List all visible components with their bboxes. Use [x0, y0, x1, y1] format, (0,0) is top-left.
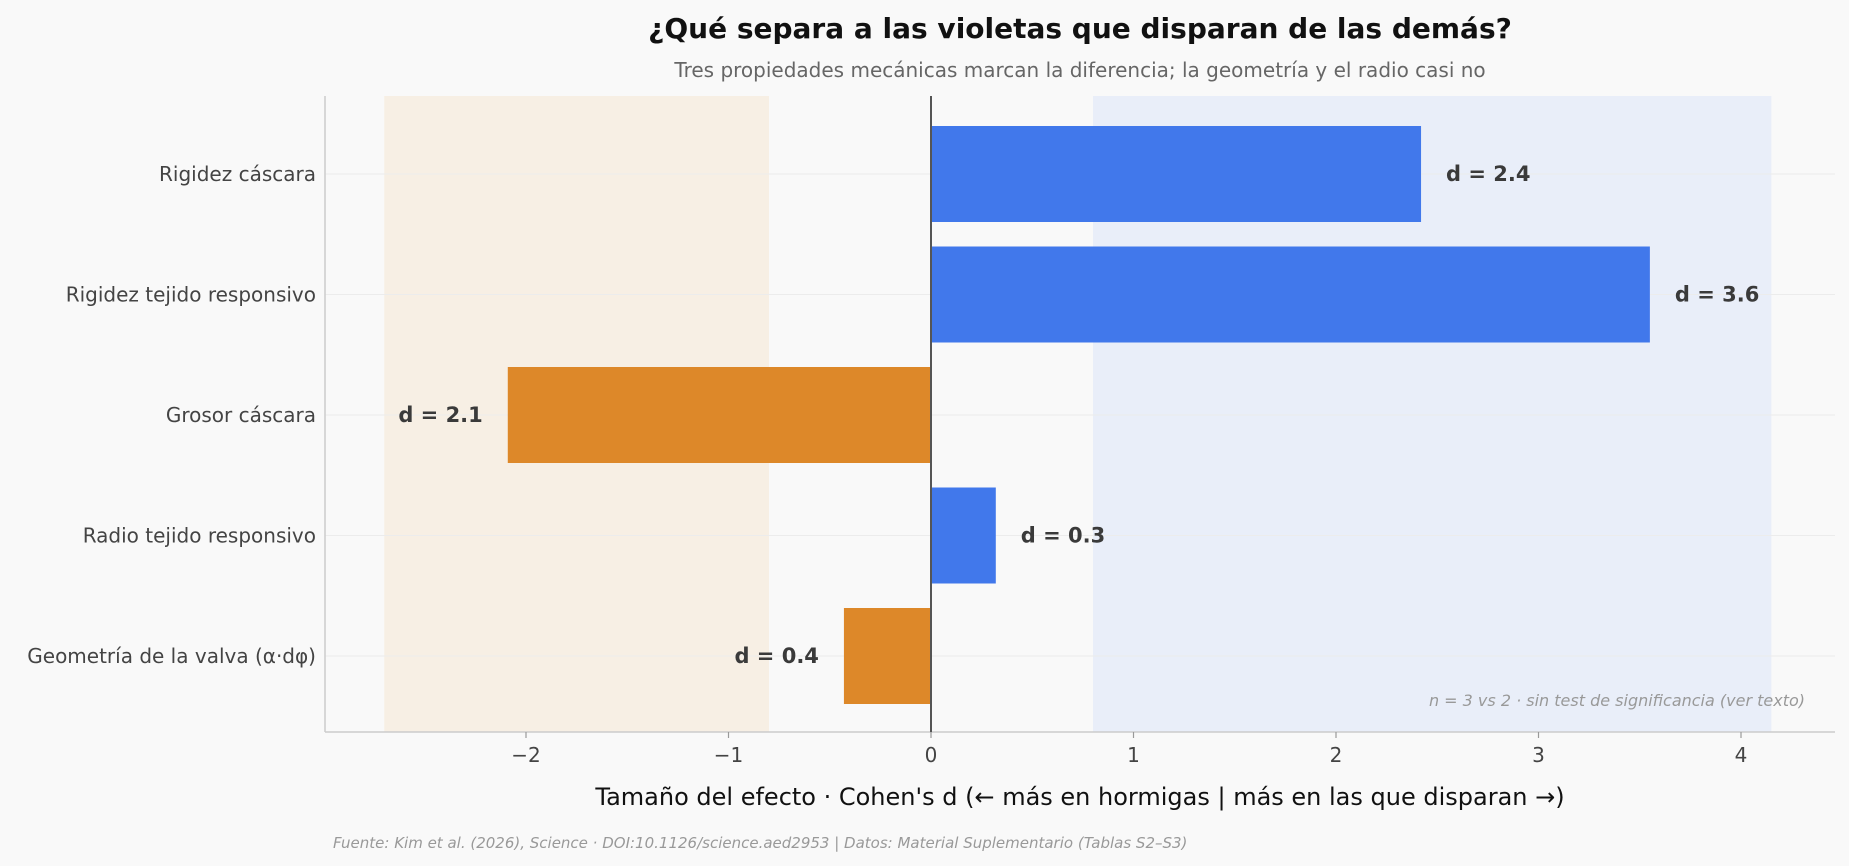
value-label: d = 2.1: [398, 403, 482, 427]
value-label: d = 0.3: [1021, 524, 1105, 548]
value-label: d = 3.6: [1675, 283, 1759, 307]
value-label: d = 0.4: [734, 644, 818, 668]
x-tick-label: 3: [1532, 743, 1545, 767]
x-tick-label: −1: [714, 743, 743, 767]
category-label: Grosor cáscara: [166, 403, 316, 427]
x-tick-label: 0: [925, 743, 938, 767]
bar: [931, 246, 1650, 343]
chart-title: ¿Qué separa a las violetas que disparan …: [648, 12, 1512, 45]
x-tick-label: 4: [1735, 743, 1748, 767]
category-label: Rigidez cáscara: [159, 162, 316, 186]
bar: [507, 367, 931, 463]
sample-note: n = 3 vs 2 · sin test de significancia (…: [1429, 691, 1805, 710]
bars: [507, 126, 1650, 704]
source-footer: Fuente: Kim et al. (2026), Science · DOI…: [333, 834, 1187, 852]
category-label: Geometría de la valva (α·dφ): [27, 644, 316, 668]
x-axis-label: Tamaño del efecto · Cohen's d (← más en …: [594, 783, 1564, 811]
value-label: d = 2.4: [1446, 162, 1530, 186]
x-tick-label: 1: [1127, 743, 1140, 767]
category-label: Radio tejido responsivo: [83, 524, 316, 548]
bar: [843, 608, 931, 704]
bar: [931, 126, 1422, 222]
x-tick-label: −2: [511, 743, 540, 767]
x-tick-label: 2: [1330, 743, 1343, 767]
bar: [931, 487, 996, 584]
category-label: Rigidez tejido responsivo: [66, 283, 316, 307]
chart-subtitle: Tres propiedades mecánicas marcan la dif…: [673, 58, 1485, 82]
labels: Rigidez cáscara d = 2.4 Rigidez tejido res…: [27, 162, 1759, 668]
axes: −2 −1 0 1 2 3 4: [324, 96, 1835, 767]
